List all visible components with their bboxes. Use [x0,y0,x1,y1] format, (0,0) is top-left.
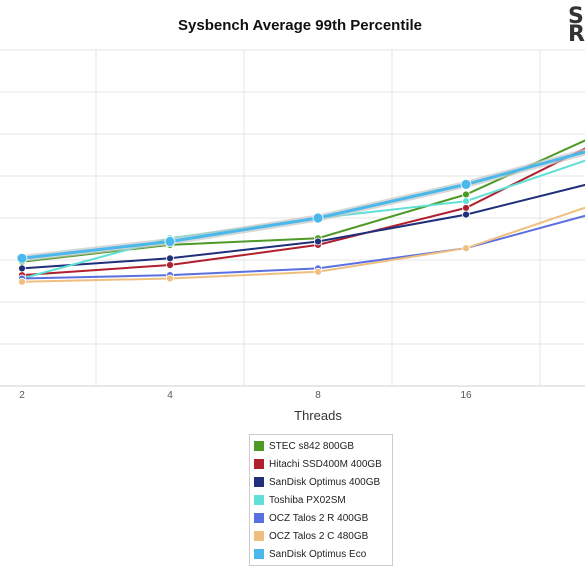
legend-swatch [254,477,264,487]
x-tick-label-8: 8 [315,390,321,401]
logo-letter-top: S [568,4,584,29]
line-chart: 2481632 Threads [0,49,585,423]
series-ocz-talos-2-c-480gb [18,206,585,286]
legend-item-ocz-talos-2-r-400gb: OCZ Talos 2 R 400GB [252,509,392,527]
data-point-sandisk-optimus-400gb-16 [462,210,470,219]
legend-label: Hitachi SSD400M 400GB [269,458,382,470]
series-line-sandisk-optimus-eco [21,150,585,260]
series-line-stec-s842-800gb [21,139,585,263]
data-point-sandisk-optimus-eco-8 [312,212,324,224]
x-tick-labels: 2481632 [19,390,472,401]
x-tick-label-2: 2 [19,390,25,401]
legend-swatch [254,531,264,541]
legend-item-sandisk-optimus-eco: SanDisk Optimus Eco [252,545,392,563]
logo-letter-bottom: R [568,22,585,47]
legend-item-ocz-talos-2-c-480gb: OCZ Talos 2 C 480GB [252,527,392,545]
legend-item-hitachi-ssd400m-400gb: Hitachi SSD400M 400GB [252,455,392,473]
series-lines [16,139,585,286]
data-point-sandisk-optimus-eco-16 [460,178,472,190]
legend-swatch [254,513,264,523]
data-point-ocz-talos-2-c-480gb-8 [314,267,322,276]
data-point-sandisk-optimus-400gb-8 [314,237,322,246]
legend-label: Toshiba PX02SM [269,494,346,506]
legend-item-stec-s842-800gb: STEC s842 800GB [252,437,392,455]
chart-grid [0,49,585,387]
data-point-sandisk-optimus-400gb-2 [18,264,26,273]
legend-label: OCZ Talos 2 C 480GB [269,530,369,542]
legend-swatch [254,441,264,451]
legend-item-sandisk-optimus-400gb: SanDisk Optimus 400GB [252,473,392,491]
legend-swatch [254,549,264,559]
series-line-hitachi-ssd400m-400gb [21,147,585,277]
data-point-stec-s842-800gb-16 [462,190,470,199]
data-point-ocz-talos-2-c-480gb-2 [18,277,26,286]
series-sandisk-optimus-400gb [18,183,585,273]
data-point-sandisk-optimus-eco-2 [16,252,28,264]
data-point-toshiba-px02sm-16 [462,197,470,206]
chart-title: Sysbench Average 99th Percentile [178,17,422,34]
data-point-ocz-talos-2-c-480gb-4 [166,274,174,283]
data-point-hitachi-ssd400m-400gb-4 [166,261,174,269]
series-line-halo-sandisk-optimus-eco [21,148,585,262]
legend-label: OCZ Talos 2 R 400GB [269,512,369,524]
series-line-toshiba-px02sm [21,159,585,280]
series-sandisk-optimus-eco [16,148,585,264]
data-point-sandisk-optimus-400gb-4 [166,254,174,263]
legend-label: SanDisk Optimus 400GB [269,476,381,488]
legend-swatch [254,459,264,469]
x-axis-title: Threads [294,408,342,423]
legend-item-toshiba-px02sm: Toshiba PX02SM [252,491,392,509]
x-tick-label-16: 16 [460,390,472,401]
series-toshiba-px02sm [18,159,585,283]
x-tick-label-4: 4 [167,390,173,401]
legend: STEC s842 800GB Hitachi SSD400M 400GB SanD… [249,434,393,566]
data-point-hitachi-ssd400m-400gb-16 [462,203,470,212]
data-point-ocz-talos-2-c-480gb-16 [462,244,470,253]
legend-label: SanDisk Optimus Eco [269,548,367,560]
data-point-sandisk-optimus-eco-4 [164,236,176,247]
legend-swatch [254,495,264,505]
legend-label: STEC s842 800GB [269,440,355,452]
site-logo: S R [568,6,585,47]
